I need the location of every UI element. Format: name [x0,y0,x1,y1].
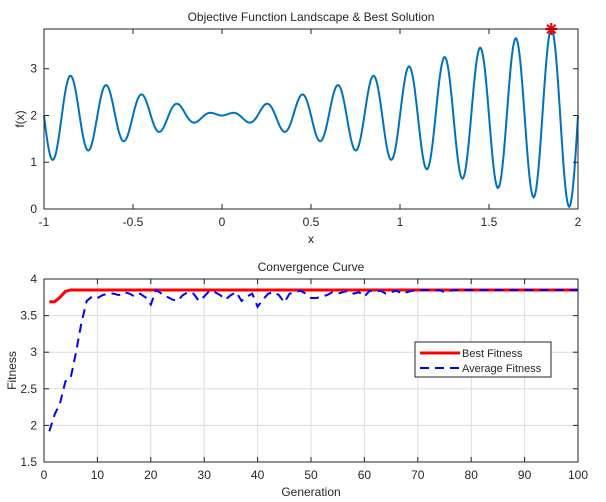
x-tick-label: 40 [251,468,265,482]
chart-title: Convergence Curve [258,260,365,274]
x-axis-label: x [308,232,314,246]
legend-label: Best Fitness [462,348,523,360]
x-tick-label: 50 [304,468,318,482]
x-axis-label: Generation [281,485,340,499]
y-tick-label: 3 [30,62,37,76]
x-tick-label: -1 [39,215,50,229]
y-tick-label: 1.5 [20,455,37,469]
y-tick-label: 2 [30,418,37,432]
y-tick-label: 1 [30,155,37,169]
best-fitness-line [49,288,578,304]
x-tick-label: 1 [397,215,404,229]
x-tick-label: 2 [575,215,582,229]
y-tick-label: 4 [30,272,37,286]
x-tick-label: 0 [219,215,226,229]
legend-box [414,341,552,378]
average-fitness-line [48,288,578,432]
x-tick-label: -0.5 [123,215,144,229]
y-axis-label: f(x) [13,110,27,127]
x-tick-label: 80 [465,468,479,482]
x-tick-label: 100 [568,468,588,482]
x-tick-label: 0.5 [303,215,320,229]
y-tick-label: 2.5 [20,382,37,396]
y-axis-label: Fitness [5,351,19,390]
y-tick-label: 2 [30,108,37,122]
chart-title: Objective Function Landscape & Best Solu… [188,10,435,24]
x-tick-label: 60 [358,468,372,482]
x-tick-label: 70 [411,468,425,482]
x-tick-label: 10 [91,468,105,482]
x-tick-label: 30 [198,468,212,482]
y-tick-label: 3 [30,345,37,359]
legend-label: Average Fitness [462,363,542,375]
function-line [43,27,579,209]
legend: Best Fitness Average Fitness [414,341,552,378]
y-tick-label: 0 [30,202,37,216]
x-tick-label: 90 [518,468,532,482]
x-tick-label: 1.5 [481,215,498,229]
y-tick-label: 3.5 [20,309,37,323]
x-tick-label: 0 [41,468,48,482]
x-tick-label: 20 [144,468,158,482]
